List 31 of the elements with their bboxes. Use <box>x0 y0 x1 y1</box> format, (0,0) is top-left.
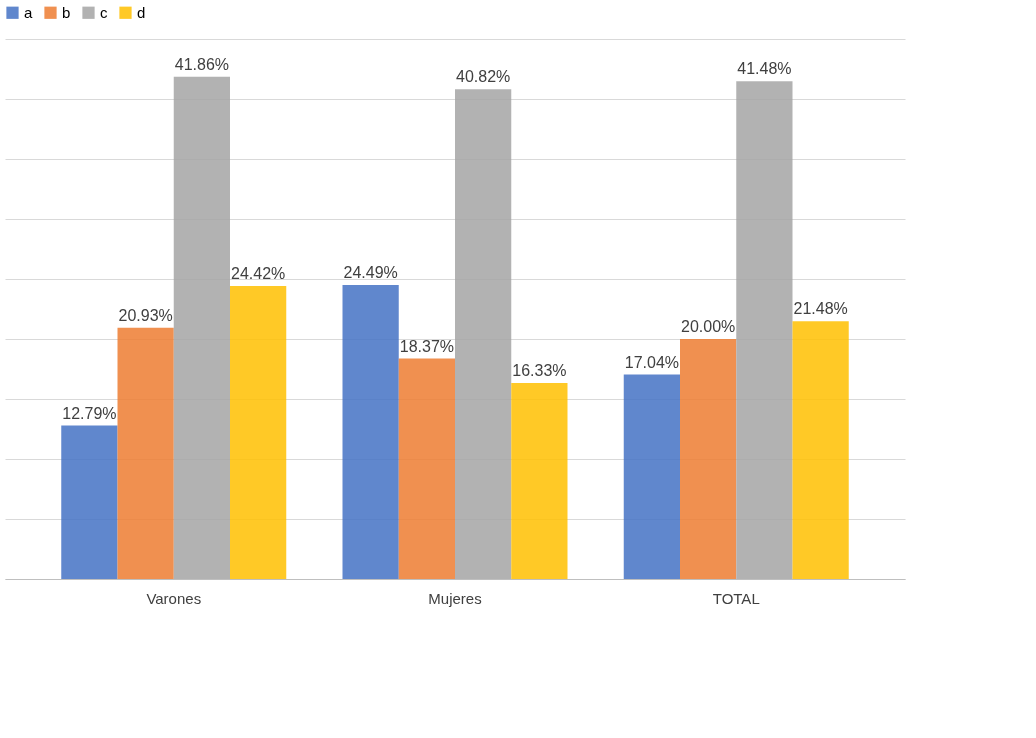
bar <box>792 321 849 579</box>
bar <box>511 383 568 579</box>
data-label: 41.86% <box>174 55 230 73</box>
data-label: 17.04% <box>624 353 680 371</box>
bar <box>455 89 512 579</box>
x-tick-label: TOTAL <box>712 589 760 607</box>
data-label: 41.48% <box>737 60 792 78</box>
data-label: 20.00% <box>680 318 736 335</box>
bar <box>736 81 793 579</box>
bar <box>117 327 174 579</box>
data-label: 24.42% <box>230 264 286 282</box>
bar <box>173 76 230 579</box>
data-label: 20.93% <box>118 306 173 324</box>
data-label: 21.48% <box>793 300 848 318</box>
bar <box>342 285 399 579</box>
bar <box>623 374 680 579</box>
bar <box>398 358 455 579</box>
legend-label: c <box>100 3 108 21</box>
legend-label: a <box>24 3 33 21</box>
data-label: 12.79% <box>62 404 117 422</box>
data-label: 18.37% <box>399 337 455 355</box>
x-tick-label: Varones <box>146 589 202 607</box>
bar <box>680 339 737 579</box>
legend-label: b <box>62 3 71 21</box>
data-label: 40.82% <box>455 68 511 86</box>
legend-label: d <box>137 3 146 21</box>
bar <box>61 425 118 579</box>
data-label: 24.49% <box>343 264 398 282</box>
data-label: 16.33% <box>512 362 567 380</box>
bar <box>230 285 287 579</box>
x-tick-label: Mujeres <box>428 589 482 607</box>
